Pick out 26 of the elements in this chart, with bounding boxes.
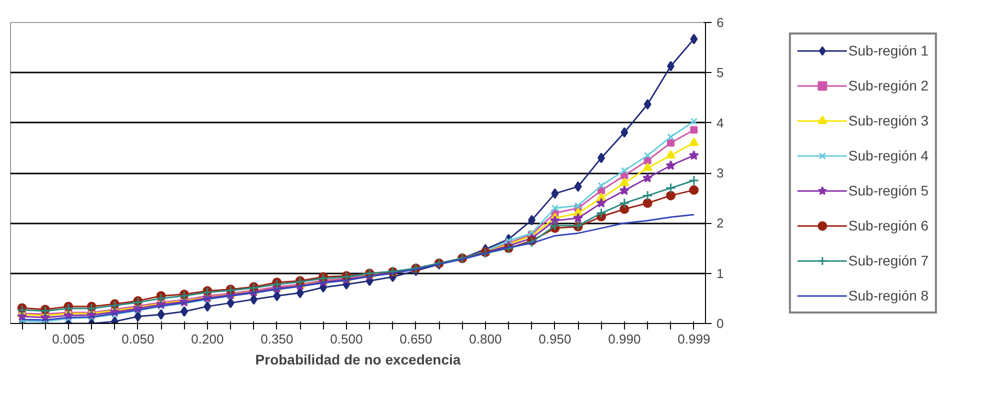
legend-label: Sub-región 3 (848, 112, 929, 128)
legend-label: Sub-región 2 (848, 77, 929, 93)
x-tick-label: 0.350 (260, 332, 294, 346)
legend-label: Sub-región 1 (848, 42, 929, 58)
x-tick-label: 0.005 (52, 332, 85, 346)
y-tick-label: 3 (716, 166, 724, 180)
x-tick-label: 0.200 (191, 332, 224, 346)
y-tick-label: 4 (716, 115, 724, 130)
legend-label: Sub-región 4 (848, 147, 929, 163)
legend-label: Sub-región 7 (848, 252, 929, 268)
x-tick-label: 0.950 (538, 332, 572, 346)
x-tick-label: 0.999 (678, 332, 710, 346)
x-tick-label: 0.500 (330, 332, 363, 346)
x-tick-label: 0.650 (400, 332, 432, 346)
x-tick-label: 0.990 (608, 332, 641, 346)
y-tick-label: 5 (716, 65, 724, 80)
legend-label: Sub-región 5 (848, 182, 929, 198)
y-tick-label: 6 (716, 15, 724, 30)
y-tick-label: 0 (716, 316, 724, 331)
x-tick-label: 0.050 (122, 332, 154, 346)
x-tick-label: 0.800 (469, 332, 502, 346)
y-tick-label: 2 (716, 216, 724, 231)
x-axis-title: Probabilidad de no excedencia (255, 352, 461, 368)
legend-label: Sub-región 6 (848, 217, 929, 233)
legend-label: Sub-región 8 (848, 287, 929, 303)
y-tick-label: 1 (716, 266, 724, 281)
